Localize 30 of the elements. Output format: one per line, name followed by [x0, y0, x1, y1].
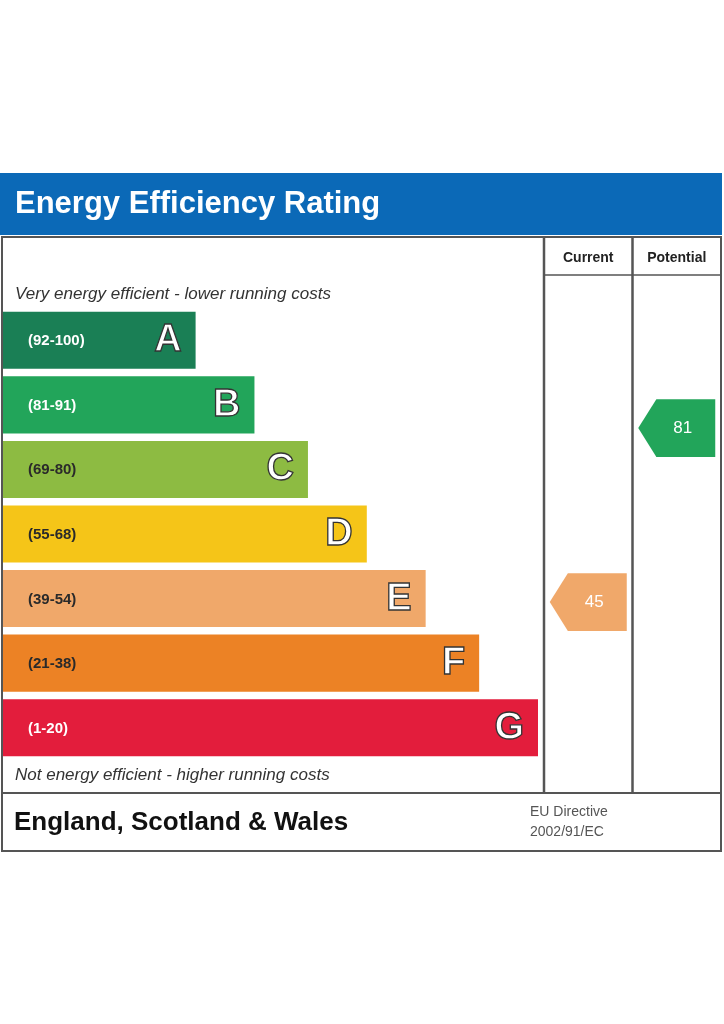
data-label: 81	[673, 418, 693, 437]
annotation: (92-100)	[28, 331, 85, 349]
annotation: (39-54)	[28, 589, 77, 607]
annotation: (1-20)	[28, 718, 69, 736]
y-tick-label: F	[441, 640, 466, 683]
y-tick-label: G	[494, 704, 524, 747]
text: Not energy efficient - higher running costs	[15, 765, 331, 784]
annotation: (81-91)	[28, 395, 77, 413]
y-tick-label: C	[266, 446, 294, 489]
annotation: (55-68)	[28, 525, 77, 542]
y-tick-label: B	[213, 381, 241, 424]
annotation: (69-80)	[28, 460, 77, 478]
y-tick-label: D	[325, 511, 353, 553]
y-tick-label: E	[386, 575, 412, 618]
x-tick-label: Current	[562, 248, 614, 265]
y-tick-label: A	[154, 317, 182, 360]
text: England, Scotland & Wales	[14, 806, 349, 836]
bar	[3, 505, 367, 563]
text: EU Directive 2002/91/EC	[530, 803, 609, 839]
annotation: (21-38)	[28, 654, 77, 672]
bar	[3, 376, 255, 434]
data-label: 45	[584, 592, 604, 611]
bar	[3, 440, 308, 498]
bar	[3, 311, 196, 369]
bar	[3, 570, 426, 628]
bar	[3, 699, 538, 757]
chart-title: Energy Efficiency Rating	[15, 185, 381, 220]
x-tick-label: Potential	[647, 248, 707, 265]
bar	[3, 634, 480, 692]
text: Very energy efficient - lower running costs	[15, 284, 332, 303]
